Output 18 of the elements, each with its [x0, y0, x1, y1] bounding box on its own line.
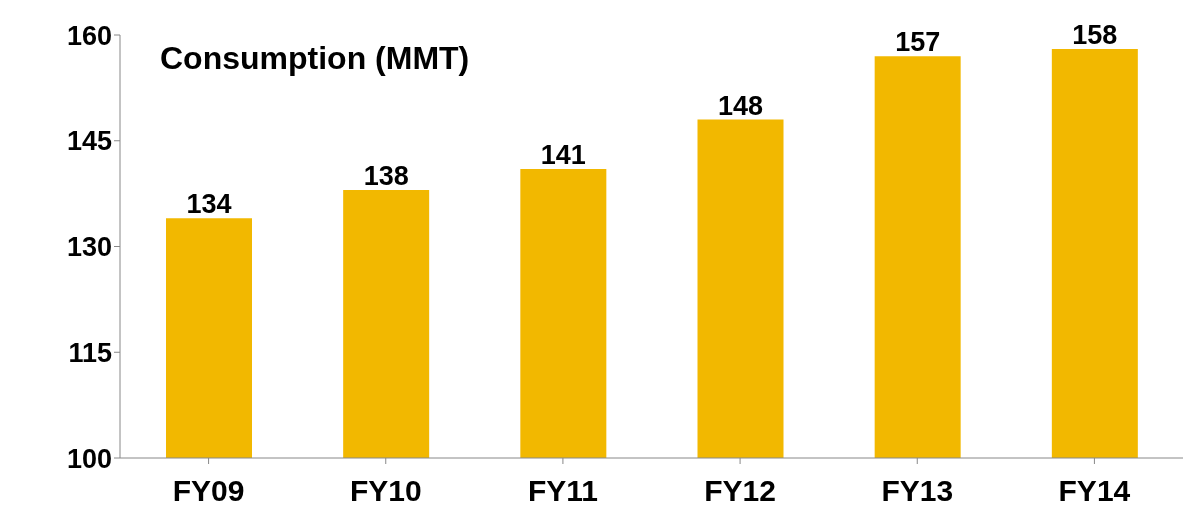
- y-tick-label: 130: [66, 232, 112, 263]
- y-tick-label: 100: [66, 443, 112, 474]
- chart-title: Consumption (MMT): [160, 40, 470, 77]
- data-label: 134: [186, 189, 232, 220]
- data-label: 158: [1072, 20, 1118, 51]
- data-label: 138: [363, 161, 409, 192]
- x-tick-label: FY09: [172, 474, 245, 508]
- data-label: 141: [540, 139, 586, 170]
- y-tick-label: 160: [66, 20, 112, 51]
- x-tick-label: FY10: [349, 474, 422, 508]
- x-tick-label: FY11: [527, 474, 598, 508]
- y-tick-label: 115: [68, 337, 112, 368]
- data-label: 148: [717, 90, 764, 121]
- data-label: 157: [895, 27, 941, 58]
- x-tick-label: FY14: [1058, 474, 1131, 508]
- y-tick-label: 145: [66, 126, 112, 157]
- x-tick-label: FY13: [881, 474, 954, 508]
- x-tick-label: FY12: [704, 474, 776, 508]
